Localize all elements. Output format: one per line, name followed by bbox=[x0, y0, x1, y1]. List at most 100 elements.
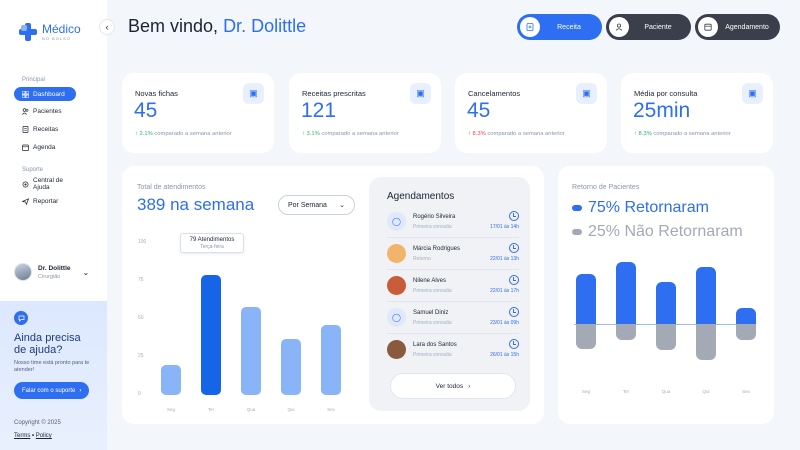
sidebar-item-label: Pacientes bbox=[33, 107, 62, 115]
not-returned-bar-qui[interactable] bbox=[696, 324, 716, 360]
clipboard-icon[interactable]: ▣ bbox=[742, 83, 763, 104]
contact-support-button[interactable]: Falar com o suporte › bbox=[14, 382, 90, 399]
returns-card: Retorno de Pacientes 75% Retornaram 25% … bbox=[558, 166, 774, 424]
period-select[interactable]: Por Semana ⌄ bbox=[278, 195, 355, 215]
appointment-item[interactable]: Nilene Alves Primeira consulta 22/01 às 17… bbox=[387, 275, 519, 297]
stat-caption: comparado a semana anterior bbox=[154, 131, 232, 137]
appointment-name: Márcia Rodrigues bbox=[413, 246, 461, 252]
sidebar-item-receitas[interactable]: Receitas bbox=[14, 122, 76, 136]
help-title: Ainda precisa de ajuda? bbox=[14, 332, 81, 356]
not-returned-bar-sex[interactable] bbox=[736, 324, 756, 340]
copyright: Copyright © 2025 bbox=[14, 420, 61, 426]
policy-link[interactable]: Policy bbox=[35, 433, 52, 439]
users-icon bbox=[22, 107, 29, 115]
new-prescription-button[interactable]: Receita bbox=[517, 14, 602, 40]
divider bbox=[387, 301, 519, 302]
grid-icon bbox=[22, 90, 29, 98]
collapse-sidebar-button[interactable]: ‹ bbox=[99, 19, 115, 35]
bar-ter[interactable] bbox=[201, 274, 221, 395]
new-patient-button[interactable]: Paciente bbox=[606, 14, 691, 40]
trend-up-icon: ↑ bbox=[135, 131, 138, 137]
bar-seg[interactable] bbox=[161, 364, 181, 395]
returned-bar-ter[interactable] bbox=[616, 262, 636, 324]
stat-title: Média por consulta bbox=[634, 89, 698, 98]
appointment-name: Lara dos Santos bbox=[413, 342, 457, 348]
view-all-button[interactable]: Ver todos › bbox=[390, 373, 516, 399]
appointment-type: Primeira consulta bbox=[413, 288, 452, 294]
stat-card-cancellations: Cancelamentos 45 ▣ ↑ 8.3% comparado a se… bbox=[455, 73, 607, 153]
returned-bar-qui[interactable] bbox=[696, 267, 716, 324]
x-tick-label: Seg bbox=[166, 407, 175, 412]
chevron-right-icon: › bbox=[79, 387, 82, 394]
sidebar-item-label: Dashboard bbox=[33, 90, 65, 98]
attendance-subtitle: Total de atendimentos bbox=[137, 184, 206, 191]
file-icon bbox=[22, 125, 29, 133]
tooltip-value: 79 Atendimentos bbox=[189, 237, 235, 243]
stat-title: Receitas prescritas bbox=[302, 89, 366, 98]
sidebar-item-pacientes[interactable]: Pacientes bbox=[14, 104, 76, 118]
chevron-down-icon[interactable]: ⌄ bbox=[82, 267, 90, 277]
not-returned-bar-qua[interactable] bbox=[656, 324, 676, 350]
terms-link[interactable]: Terms bbox=[14, 433, 31, 439]
divider bbox=[387, 237, 519, 238]
new-appointment-label: Agendamento bbox=[725, 23, 769, 31]
appointment-item[interactable]: Lara dos Santos Primeira consulta 26/01 às… bbox=[387, 339, 519, 361]
chevron-down-icon: ⌄ bbox=[339, 202, 345, 209]
clipboard-icon[interactable]: ▣ bbox=[576, 83, 597, 104]
appointment-item[interactable]: Márcia Rodrigues Retorno 22/01 às 13h bbox=[387, 243, 519, 265]
stat-title: Cancelamentos bbox=[468, 89, 521, 98]
appointments-panel: Agendamentos ◯ Rogério Silveira Primeira c… bbox=[369, 177, 530, 411]
calendar-icon bbox=[22, 144, 29, 151]
bar-qua[interactable] bbox=[241, 306, 261, 395]
clock-icon bbox=[509, 275, 519, 285]
returned-bar-seg[interactable] bbox=[576, 274, 596, 324]
sidebar-item-central-de-ajuda[interactable]: Central de Ajuda bbox=[14, 177, 76, 191]
bar-sex[interactable] bbox=[321, 325, 341, 395]
tooltip-day: Terça-feira bbox=[200, 244, 224, 250]
clipboard-icon[interactable]: ▣ bbox=[410, 83, 431, 104]
doctor-name: Dr. Dolittle bbox=[223, 16, 307, 36]
calendar-icon bbox=[698, 17, 718, 37]
sidebar-item-dashboard[interactable]: Dashboard bbox=[14, 87, 76, 101]
sidebar-item-reportar[interactable]: Reportar bbox=[14, 194, 76, 208]
appointment-item[interactable]: ◯ Samuel Diniz Primeira consulta 23/01 às 0… bbox=[387, 307, 519, 329]
returns-subtitle: Retorno de Pacientes bbox=[572, 184, 640, 191]
footer-links: Terms • Policy bbox=[14, 433, 52, 439]
clock-icon bbox=[509, 307, 519, 317]
sidebar-item-label: Receitas bbox=[33, 125, 59, 133]
avatar bbox=[387, 340, 406, 359]
stat-caption: comparado a semana anterior bbox=[487, 131, 565, 137]
prescription-icon bbox=[520, 17, 540, 37]
stat-change: 8.3% bbox=[472, 131, 486, 137]
contact-support-label: Falar com o suporte bbox=[22, 387, 76, 394]
returned-bar-sex[interactable] bbox=[736, 308, 756, 324]
new-appointment-button[interactable]: Agendamento bbox=[695, 14, 780, 40]
not-returned-legend: 25% Não Retornaram bbox=[572, 223, 743, 241]
sidebar-item-label: Reportar bbox=[33, 197, 59, 205]
y-tick-label: 100 bbox=[138, 239, 147, 245]
period-select-value: Por Semana bbox=[288, 201, 327, 209]
appointment-item[interactable]: ◯ Rogério Silveira Primeira consulta 17/01 … bbox=[387, 211, 519, 233]
returned-label: 75% Retornaram bbox=[588, 199, 709, 216]
logo[interactable]: Médico NO BOLSO bbox=[18, 22, 81, 42]
help-panel: Ainda precisa de ajuda? Nosso time está … bbox=[0, 301, 107, 450]
bar-qui[interactable] bbox=[281, 338, 301, 395]
not-returned-bar-ter[interactable] bbox=[616, 324, 636, 340]
stat-change: 8.3% bbox=[638, 131, 652, 137]
not-returned-bar-seg[interactable] bbox=[576, 324, 596, 349]
appointment-type: Retorno bbox=[413, 256, 431, 262]
stat-value: 121 bbox=[301, 99, 337, 122]
avatar bbox=[387, 244, 406, 263]
returned-bar-qua[interactable] bbox=[656, 282, 676, 324]
divider bbox=[387, 333, 519, 334]
stat-change: 2.1% bbox=[139, 131, 153, 137]
y-tick-label: 25 bbox=[138, 353, 144, 359]
appointment-name: Samuel Diniz bbox=[413, 310, 449, 316]
clipboard-icon[interactable]: ▣ bbox=[243, 83, 264, 104]
sidebar-item-agenda[interactable]: Agenda bbox=[14, 140, 76, 154]
user-icon: ◯ bbox=[387, 212, 406, 231]
user-icon: ◯ bbox=[387, 308, 406, 327]
user-profile[interactable]: Dr. Dolittle Cirurgião ⌄ bbox=[14, 263, 89, 281]
x-tick-label: Qui bbox=[287, 407, 295, 412]
x-tick-label: Ter bbox=[207, 407, 215, 412]
